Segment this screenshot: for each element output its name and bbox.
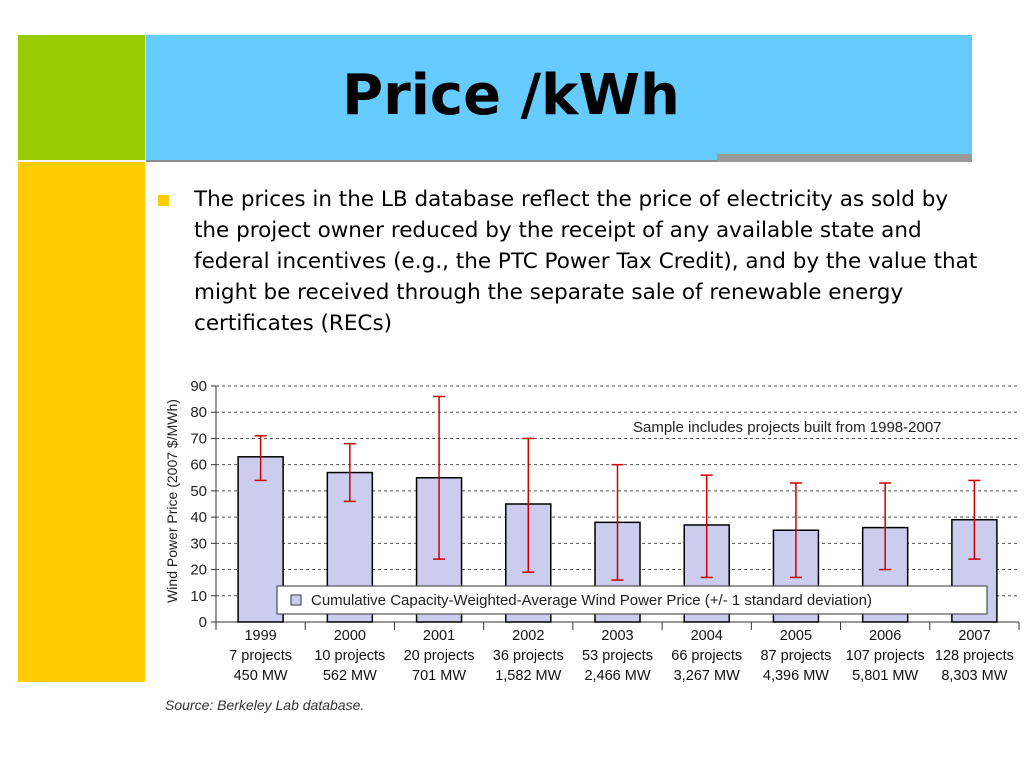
x-capacity-label: 1,582 MW xyxy=(495,668,561,684)
x-tick-label: 2005 xyxy=(780,628,812,644)
x-capacity-label: 2,466 MW xyxy=(584,668,650,684)
y-tick-label: 70 xyxy=(190,430,207,447)
bullet-square-icon xyxy=(158,195,169,206)
x-tick-label: 2007 xyxy=(958,628,990,644)
x-capacity-label: 450 MW xyxy=(234,668,288,684)
chart-annotation: Sample includes projects built from 1998… xyxy=(633,419,942,436)
x-tick-label: 2003 xyxy=(601,628,633,644)
green-accent-block xyxy=(18,35,145,160)
source-note: Source: Berkeley Lab database. xyxy=(165,697,365,713)
x-projects-label: 53 projects xyxy=(582,648,653,664)
x-projects-label: 87 projects xyxy=(760,648,831,664)
header-divider xyxy=(146,160,972,162)
bullet-text: The prices in the LB database reflect th… xyxy=(194,187,978,336)
x-tick-label: 2000 xyxy=(334,628,366,644)
x-projects-label: 107 projects xyxy=(846,648,925,664)
y-axis-label: Wind Power Price (2007 $/MWh) xyxy=(164,399,180,603)
x-capacity-label: 4,396 MW xyxy=(763,668,829,684)
bar-1999 xyxy=(237,456,284,623)
slide-title: Price /kWh xyxy=(342,63,680,128)
x-projects-label: 66 projects xyxy=(671,648,742,664)
chart-legend: Cumulative Capacity-Weighted-Average Win… xyxy=(276,585,988,615)
x-projects-label: 10 projects xyxy=(314,648,385,664)
y-tick-label: 50 xyxy=(190,483,207,500)
y-tick-label: 0 xyxy=(199,614,207,631)
wind-price-chart: 0 10 20 30 40 50 60 70 80 90 1999 7 projects 450 MW… xyxy=(164,378,1020,684)
x-capacity-label: 5,801 MW xyxy=(852,668,918,684)
x-projects-label: 20 projects xyxy=(404,648,475,664)
y-tick-label: 30 xyxy=(190,535,207,552)
x-tick-label: 1999 xyxy=(244,628,276,644)
y-tick-label: 90 xyxy=(190,378,207,395)
y-tick-label: 60 xyxy=(190,457,207,474)
x-capacity-label: 3,267 MW xyxy=(674,668,740,684)
x-tick-label: 2002 xyxy=(512,628,544,644)
legend-swatch xyxy=(290,594,302,606)
y-tick-label: 80 xyxy=(190,404,207,421)
title-banner xyxy=(146,35,972,160)
legend-label: Cumulative Capacity-Weighted-Average Win… xyxy=(311,592,872,609)
header-divider-accent xyxy=(717,154,972,162)
x-tick-label: 2004 xyxy=(691,628,723,644)
x-tick-label: 2006 xyxy=(869,628,901,644)
y-tick-label: 40 xyxy=(190,509,207,526)
y-tick-label: 20 xyxy=(190,562,207,579)
x-capacity-label: 562 MW xyxy=(323,668,377,684)
y-tick-label: 10 xyxy=(190,588,207,605)
yellow-side-bar xyxy=(18,162,145,682)
x-projects-label: 36 projects xyxy=(493,648,564,664)
x-projects-label: 7 projects xyxy=(229,648,292,664)
x-capacity-label: 701 MW xyxy=(412,668,466,684)
x-capacity-label: 8,303 MW xyxy=(941,668,1007,684)
x-projects-label: 128 projects xyxy=(935,648,1014,664)
x-tick-label: 2001 xyxy=(423,628,455,644)
